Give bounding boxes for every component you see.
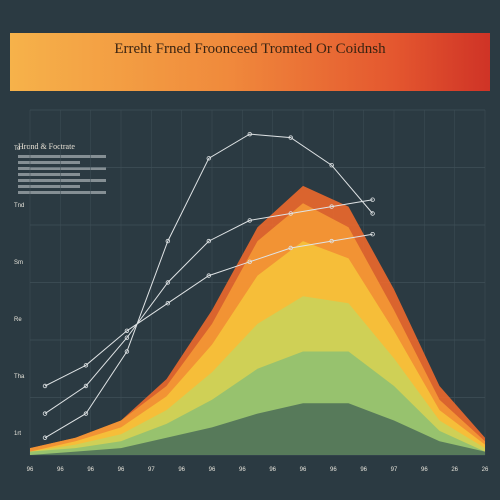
trend-point [83, 411, 89, 416]
trend-point [288, 211, 293, 216]
x-tick-label: 96 [360, 467, 367, 473]
trend-point [83, 383, 89, 389]
y-tick-label: To [14, 146, 21, 152]
trend-point [288, 245, 293, 251]
legend-text-line [18, 161, 80, 164]
trend-line-3 [44, 233, 373, 387]
legend: Hrond & Foctrate [18, 142, 114, 197]
y-tick-label: Tha [14, 374, 25, 380]
legend-title: Hrond & Foctrate [18, 142, 75, 151]
y-tick-label: Tnd [14, 203, 24, 209]
trend-point [329, 204, 334, 209]
trend-point [83, 363, 89, 368]
trend-point [124, 328, 130, 333]
trend-point [124, 335, 130, 340]
trend-point [165, 280, 171, 285]
trend-point [288, 135, 293, 140]
trend-line-1 [44, 133, 373, 439]
trend-point [206, 273, 211, 278]
y-tick-label: Re [14, 317, 22, 323]
trend-point [247, 259, 252, 264]
x-tick-label: 96 [300, 467, 307, 473]
x-tick-label: 26 [482, 467, 489, 473]
trend-point [42, 383, 48, 389]
y-tick-label: Sm [14, 260, 23, 266]
trend-line-2 [44, 199, 373, 415]
trend-point [329, 162, 334, 168]
trend-point [370, 231, 375, 237]
trend-point [165, 238, 171, 244]
chart-title: Erreht Frned Froonceed Tromted Or Coidns… [114, 41, 386, 57]
x-tick-label: 96 [330, 467, 337, 473]
x-tick-label: 97 [391, 467, 398, 473]
legend-text-line [18, 191, 106, 194]
x-tick-label: 96 [209, 467, 216, 473]
trend-point [206, 238, 211, 244]
legend-text-line [18, 173, 80, 176]
legend-text-line [18, 179, 106, 182]
x-tick-label: 26 [451, 467, 458, 473]
trend-point [247, 131, 252, 137]
x-tick-label: 96 [27, 467, 34, 473]
trend-point [247, 218, 252, 223]
y-tick-label: 1rt [14, 431, 21, 437]
x-tick-label: 96 [118, 467, 125, 473]
x-tick-label: 96 [87, 467, 94, 473]
trend-point [370, 197, 375, 202]
title-banner: Erreht Frned Froonceed Tromted Or Coidns… [10, 33, 490, 91]
trend-point [42, 435, 48, 440]
legend-text-line [18, 167, 106, 170]
trend-point [370, 211, 375, 216]
trend-point [165, 301, 171, 306]
legend-text-line [18, 155, 106, 158]
x-tick-label: 96 [178, 467, 185, 473]
trend-point [206, 156, 211, 161]
trend-point [329, 238, 334, 244]
x-tick-label: 96 [421, 467, 428, 473]
trend-point [124, 349, 130, 354]
x-tick-label: 97 [148, 467, 155, 473]
legend-text-line [18, 185, 80, 188]
x-tick-label: 96 [239, 467, 246, 473]
trend-point [42, 411, 48, 416]
x-tick-label: 96 [57, 467, 64, 473]
x-tick-label: 96 [269, 467, 276, 473]
area-series-6 [30, 403, 485, 455]
